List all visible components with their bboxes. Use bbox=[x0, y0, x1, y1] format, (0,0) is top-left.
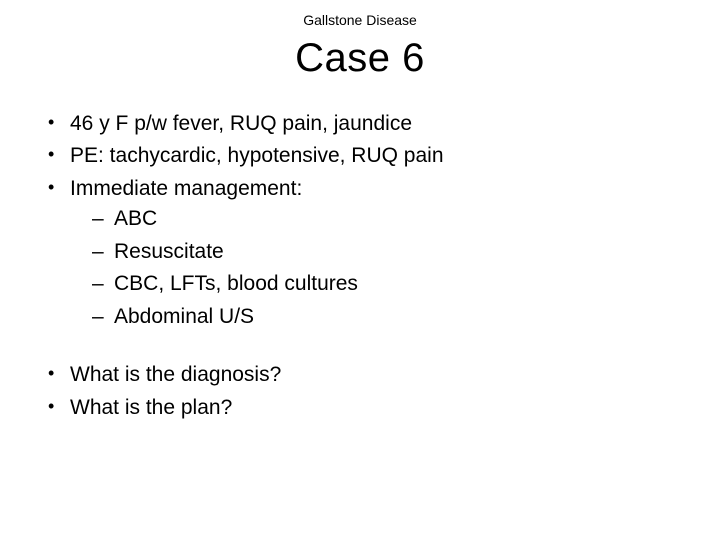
spacer bbox=[40, 334, 680, 360]
list-item: What is the diagnosis? bbox=[44, 360, 680, 390]
bullet-text: What is the plan? bbox=[70, 396, 232, 419]
list-item: What is the plan? bbox=[44, 393, 680, 423]
list-item: 46 y F p/w fever, RUQ pain, jaundice bbox=[44, 109, 680, 139]
list-item: Immediate management: ABC Resuscitate CB… bbox=[44, 174, 680, 332]
slide: Gallstone Disease Case 6 46 y F p/w feve… bbox=[0, 0, 720, 540]
bullet-text: CBC, LFTs, blood cultures bbox=[114, 272, 358, 295]
slide-title: Case 6 bbox=[40, 36, 680, 81]
slide-body: 46 y F p/w fever, RUQ pain, jaundice PE:… bbox=[40, 109, 680, 423]
bullet-list-sub: ABC Resuscitate CBC, LFTs, blood culture… bbox=[70, 204, 680, 332]
bullet-text: 46 y F p/w fever, RUQ pain, jaundice bbox=[70, 112, 412, 135]
bullet-text: Abdominal U/S bbox=[114, 305, 254, 328]
list-item: Abdominal U/S bbox=[88, 302, 680, 332]
slide-header: Gallstone Disease bbox=[40, 12, 680, 28]
bullet-text: Resuscitate bbox=[114, 240, 224, 263]
bullet-list-bottom: What is the diagnosis? What is the plan? bbox=[40, 360, 680, 423]
bullet-text: PE: tachycardic, hypotensive, RUQ pain bbox=[70, 144, 444, 167]
bullet-text: ABC bbox=[114, 207, 157, 230]
bullet-text: What is the diagnosis? bbox=[70, 363, 281, 386]
bullet-list-top: 46 y F p/w fever, RUQ pain, jaundice PE:… bbox=[40, 109, 680, 332]
bullet-text: Immediate management: bbox=[70, 177, 302, 200]
list-item: CBC, LFTs, blood cultures bbox=[88, 269, 680, 299]
list-item: ABC bbox=[88, 204, 680, 234]
list-item: PE: tachycardic, hypotensive, RUQ pain bbox=[44, 141, 680, 171]
list-item: Resuscitate bbox=[88, 237, 680, 267]
